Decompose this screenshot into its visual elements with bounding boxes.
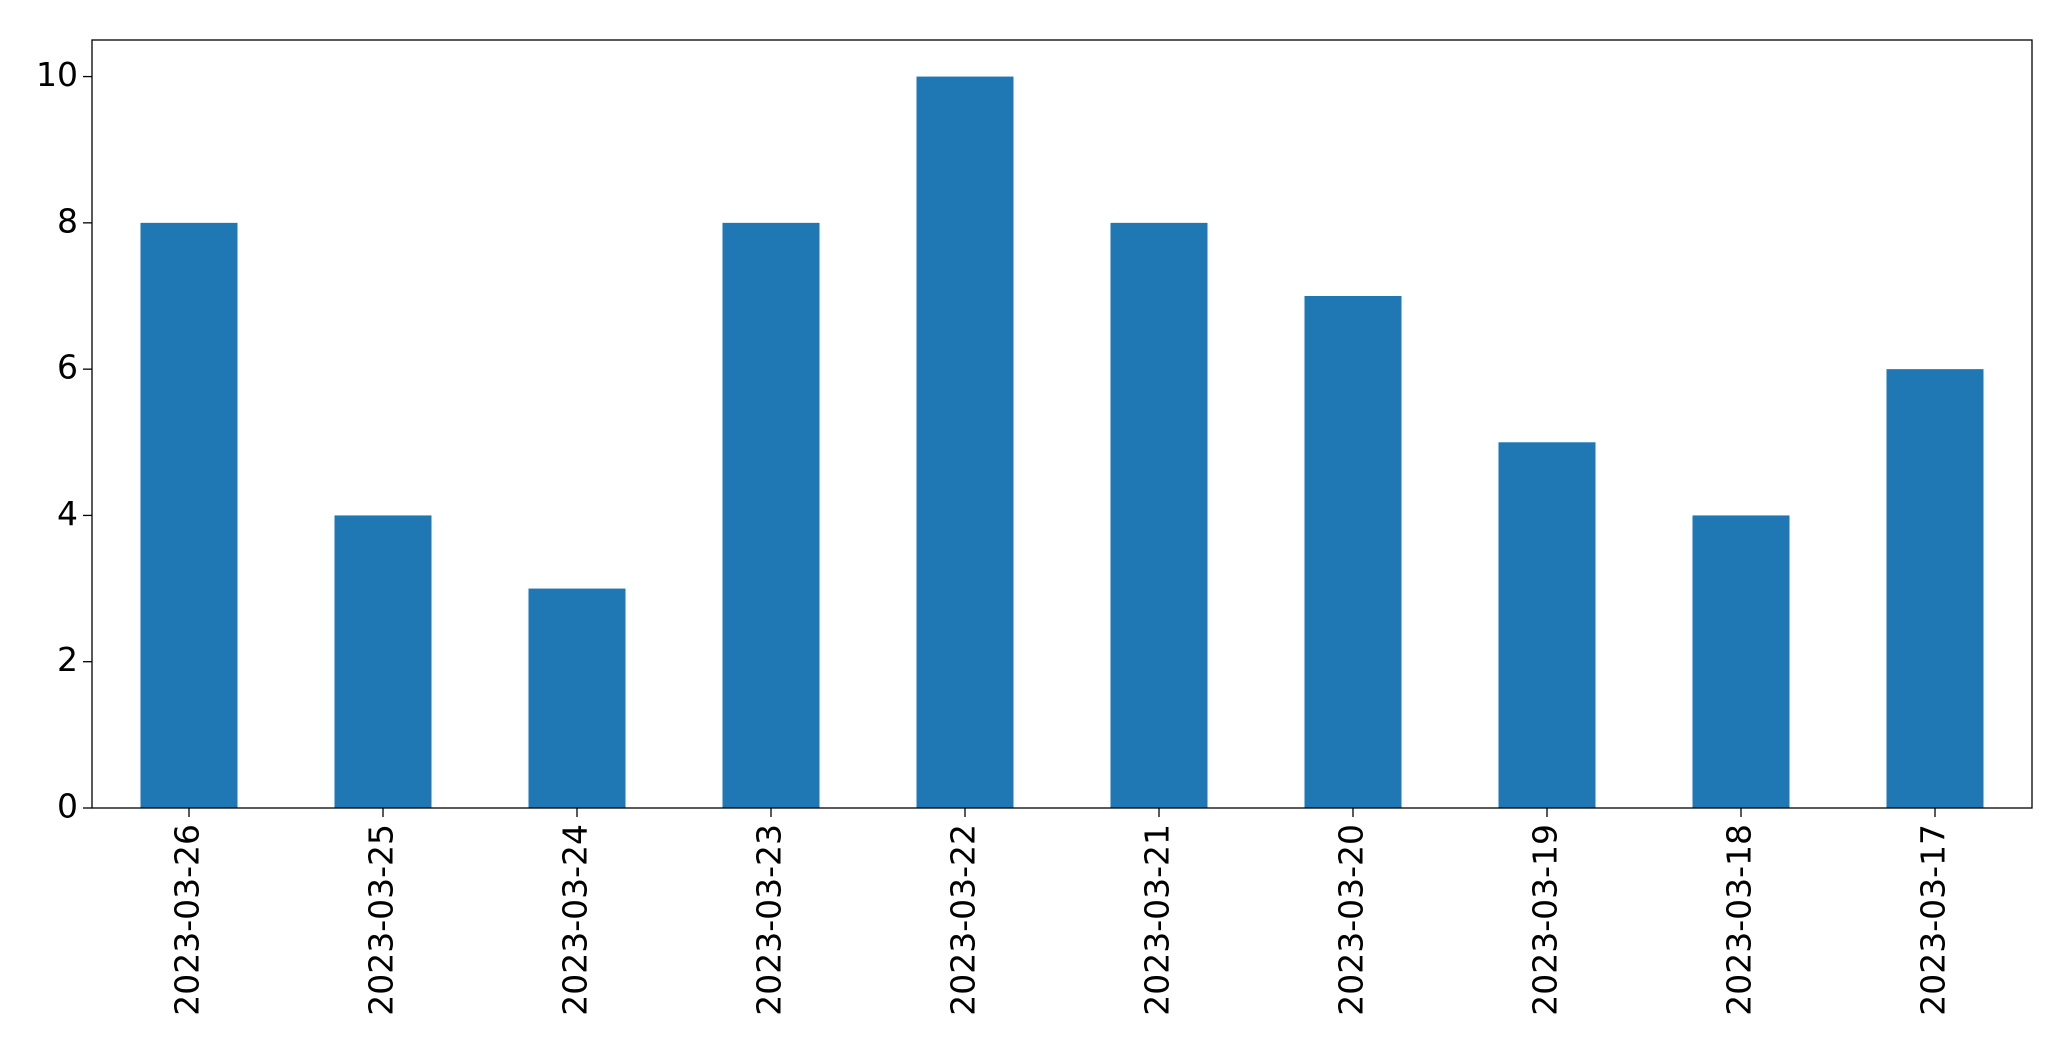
x-tick-label: 2023-03-19	[1526, 824, 1565, 1016]
bar	[1110, 222, 1208, 808]
x-tick-label: 2023-03-25	[362, 824, 401, 1016]
y-tick-label: 6	[57, 348, 78, 387]
bar	[916, 76, 1014, 809]
y-tick-label: 2	[57, 640, 78, 679]
bar	[1886, 369, 1984, 808]
x-tick-label: 2023-03-18	[1720, 824, 1759, 1016]
bar	[140, 222, 238, 808]
bar	[334, 515, 432, 808]
y-tick-label: 0	[57, 787, 78, 826]
x-tick-label: 2023-03-20	[1332, 824, 1371, 1016]
x-tick-label: 2023-03-23	[750, 824, 789, 1016]
y-tick-label: 8	[57, 201, 78, 240]
x-tick-label: 2023-03-17	[1914, 824, 1953, 1016]
x-tick-label: 2023-03-21	[1138, 824, 1177, 1016]
y-tick-label: 10	[36, 55, 78, 94]
x-tick-label: 2023-03-22	[944, 824, 983, 1016]
plot-frame	[91, 39, 2033, 809]
x-tick-label: 2023-03-26	[168, 824, 207, 1016]
bar	[1498, 442, 1596, 808]
x-tick-label: 2023-03-24	[556, 824, 595, 1016]
bar	[1304, 296, 1402, 808]
bar	[722, 222, 820, 808]
bar	[1692, 515, 1790, 808]
y-tick-label: 4	[57, 494, 78, 533]
bar	[528, 588, 626, 808]
